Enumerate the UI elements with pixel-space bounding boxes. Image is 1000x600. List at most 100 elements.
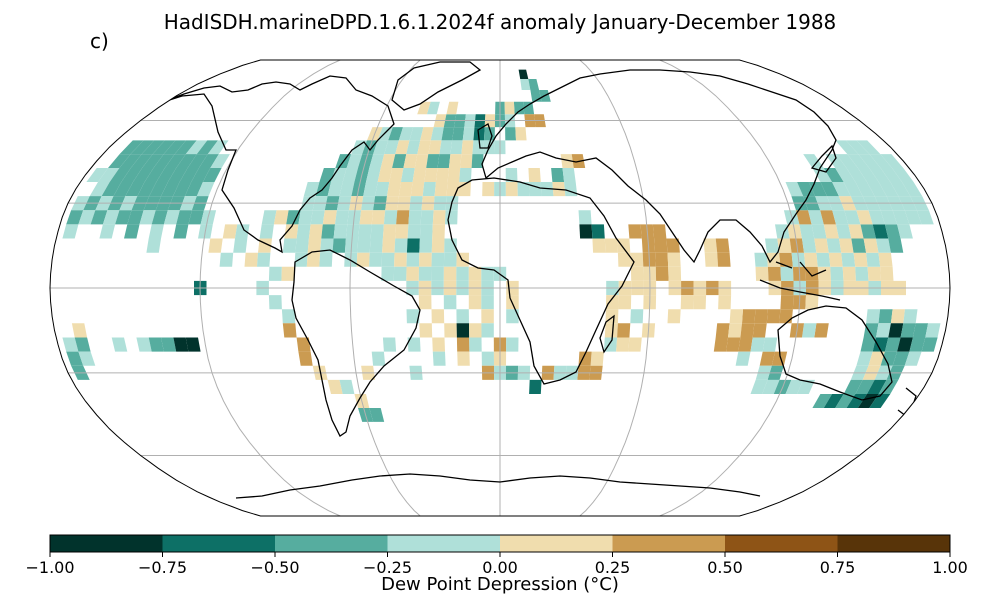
gridbox-cell [900,323,916,338]
gridbox-cell [481,323,494,338]
gridbox-cell [373,140,389,155]
gridbox-cell [579,224,593,239]
gridbox-cell [139,210,156,225]
gridbox-cell [432,351,446,366]
gridbox-cell [765,238,780,253]
gridbox-cell [284,224,299,239]
gridbox-cell [366,168,381,182]
gridbox-cell [456,323,470,338]
gridbox-cell [828,252,843,267]
gridbox-cell [382,238,396,253]
gridbox-cell [356,252,370,267]
gridbox-cell [459,168,472,182]
gridbox-cell [846,394,867,408]
gridbox-cell [101,182,122,197]
gridbox-cell [406,266,419,281]
gridbox-cell [432,224,445,239]
colorbar-tick-label: −0.25 [362,558,413,577]
gridbox-cell [880,210,898,225]
gridbox-cell [482,182,495,197]
gridbox-cell [439,140,453,155]
gridbox-cell [820,210,836,225]
gridbox-cell [755,266,769,281]
gridbox-cell [127,210,144,225]
gridbox-cell [766,309,781,324]
colorbar-segment [612,535,726,552]
gridbox-cell [437,154,451,168]
gridbox-cell [363,182,378,197]
gridbox-cell [322,210,337,225]
gridbox-cell [408,210,422,225]
gridbox-cell [308,224,323,239]
gridbox-cell [163,210,180,225]
gridbox-cell [257,252,271,267]
gridbox-cell [447,168,461,182]
colorbar-tick-label: 0.25 [594,558,631,577]
gridbox-cell [892,210,910,225]
gridbox-cell [505,182,518,197]
gridbox-cell [876,323,891,338]
gridbox-cell [472,140,484,155]
colorbar-tick-label: −0.50 [250,558,300,577]
projection-outline [49,59,951,517]
gridbox-cell [617,238,631,253]
gridbox-cell [604,238,618,253]
gridbox-cell [655,252,669,267]
gridbox-cell [148,224,164,239]
colorbar-segment [387,535,501,552]
gridbox-cell [890,182,911,197]
gridbox-cell [119,140,144,155]
gridbox-cell [892,168,914,182]
gridbox-cell [388,127,403,141]
gridbox-cell [843,379,863,394]
coastline-japan [810,144,837,173]
gridbox-cell [468,295,482,310]
gridbox-cell [78,210,96,225]
gridbox-cell [443,266,457,281]
gridbox-cell [880,266,894,281]
gridbox-cell [331,168,347,182]
gridbox-cell [804,252,818,267]
gridbox-cell [149,182,168,197]
gridbox-cell [845,140,870,155]
gridbox-cell [728,323,742,338]
gridbox-cell [369,252,383,267]
gridbox-cell [443,295,457,310]
gridbox-cell [880,154,904,168]
gridbox-cell [652,224,667,239]
gridbox-cell [210,154,230,168]
gridbox-cell [176,210,192,225]
gridbox-cell [121,168,143,182]
gridbox-cell [406,309,420,324]
gridbox-cell [419,224,433,239]
gridbox-cell [830,266,844,281]
gridbox-cell [142,154,164,168]
gridbox-cell [471,154,484,168]
gridbox-cell [591,224,605,239]
gridbox-cell [431,238,445,253]
gridbox-cell [468,266,482,281]
gridbox-cell [805,266,819,281]
gridbox-cell [668,266,682,281]
gridbox-cell [754,309,768,324]
gridbox-cell [407,337,421,352]
gridbox-cell [137,182,157,197]
gridbox-cell [518,69,529,79]
coastline-indonesia [759,261,841,301]
gridbox-cell [196,182,215,197]
gridbox-cell [504,101,515,115]
gridbox-cell [867,266,881,281]
gridbox-cell [461,140,474,155]
gridbox-cell [855,182,875,197]
gridbox-cell [90,210,108,225]
gridbox-cell [383,210,398,225]
gridbox-cell [869,168,891,182]
panel-label: c) [90,29,109,53]
gridbox-cell [630,309,644,324]
map-title: HadISDH.marineDPD.1.6.1.2024f anomaly Ja… [163,10,837,34]
gridbox-cell [868,210,885,225]
gridbox-cell [102,210,120,225]
gridbox-cell [130,154,153,168]
gridbox-cell [867,379,887,394]
gridbox-cell [823,224,839,239]
